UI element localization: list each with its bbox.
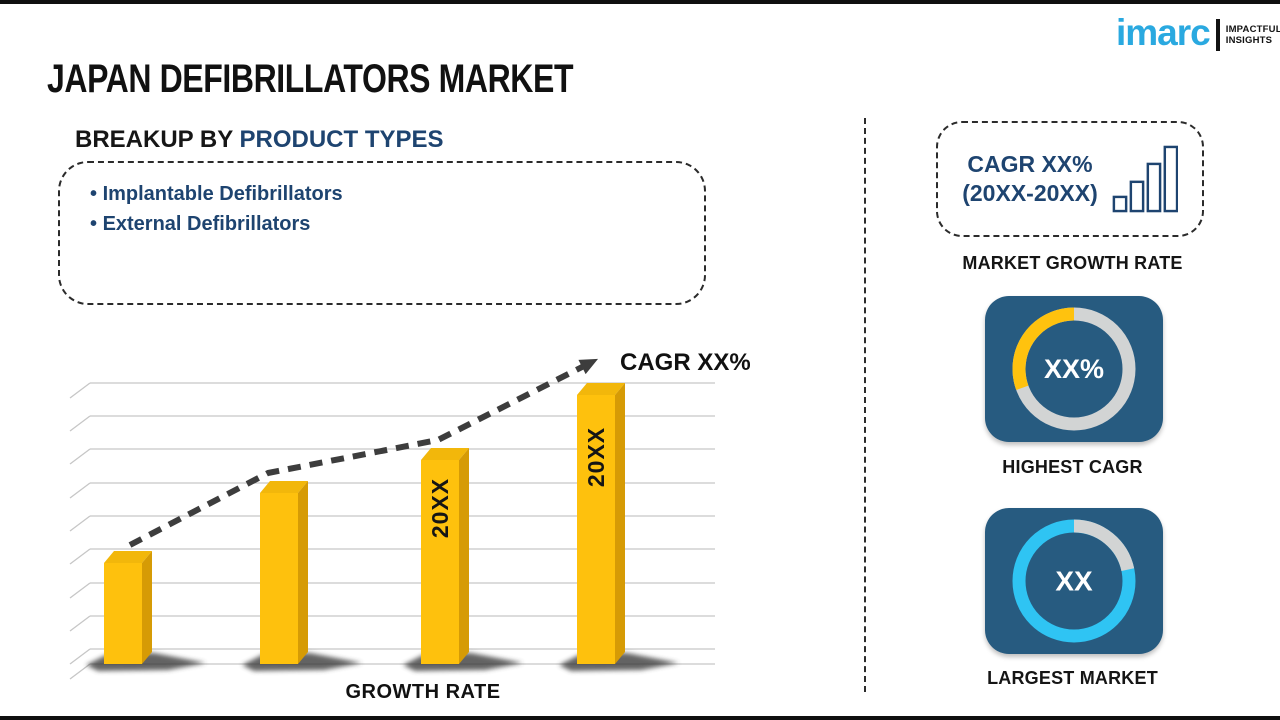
heading-prefix: BREAKUP BY	[75, 126, 233, 153]
logo-divider	[1215, 18, 1220, 51]
tagline-line1: IMPACTFUL	[1225, 23, 1280, 35]
bar-3: 20XX	[421, 448, 469, 664]
market-growth-rate-box: CAGR XX% (20XX-20XX)	[936, 121, 1204, 237]
bar-4: 20XX	[577, 383, 625, 664]
cagr-line2: (20XX-20XX)	[962, 180, 1098, 206]
highest-cagr-caption: HIGHEST CAGR	[1002, 457, 1143, 477]
highest-cagr-tile: XX%	[985, 296, 1163, 442]
bar-2	[260, 481, 308, 664]
largest-market-tile: XX	[985, 508, 1163, 654]
trend-arrow	[128, 358, 599, 548]
bar-shadows	[86, 653, 679, 671]
highest-cagr-value: XX%	[1044, 354, 1104, 384]
cagr-line1: CAGR XX%	[967, 151, 1093, 177]
largest-market-donut: XX	[1012, 519, 1136, 643]
highest-cagr-donut: XX%	[1012, 307, 1136, 431]
donut-gap-arc	[1073, 519, 1135, 572]
list-item: External Defibrillators	[90, 209, 704, 239]
list-item: Implantable Defibrillators	[90, 179, 704, 209]
x-axis-label: GROWTH RATE	[345, 681, 500, 703]
trend-cagr-label: CAGR XX%	[620, 349, 750, 376]
bar-3-label: 20XX	[427, 478, 453, 538]
section-heading: BREAKUP BY PRODUCT TYPES	[75, 126, 444, 154]
page-title: JAPAN DEFIBRILLATORS MARKET	[47, 57, 574, 101]
growth-rate-chart: 20XX 20XX CAGR XX% GROWTH RATE	[50, 332, 751, 714]
brand-wordmark: imarc	[1116, 12, 1211, 53]
tagline-line2: INSIGHTS	[1225, 34, 1273, 46]
bar-chart-svg: 20XX 20XX CAGR XX% GROWTH RATE	[69, 349, 751, 703]
product-types-box: Implantable Defibrillators External Defi…	[58, 161, 706, 305]
heading-highlight: PRODUCT TYPES	[239, 126, 444, 153]
rising-bars-icon	[1112, 145, 1178, 213]
product-types-list: Implantable Defibrillators External Defi…	[60, 163, 704, 239]
cagr-box-text: CAGR XX% (20XX-20XX)	[962, 150, 1098, 208]
largest-market-value: XX	[1055, 566, 1093, 597]
largest-market-caption: LARGEST MARKET	[987, 668, 1158, 688]
bar-4-label: 20XX	[583, 427, 609, 487]
market-growth-rate-caption: MARKET GROWTH RATE	[962, 253, 1183, 273]
logo-tagline: IMPACTFUL INSIGHTS	[1226, 24, 1280, 46]
top-border	[0, 0, 1280, 4]
bottom-border	[0, 716, 1280, 720]
vertical-divider	[864, 118, 866, 692]
bar-1	[104, 551, 152, 664]
donut-filled-arc	[1012, 307, 1075, 391]
imarc-logo: imarc IMPACTFUL INSIGHTS	[1116, 14, 1280, 51]
